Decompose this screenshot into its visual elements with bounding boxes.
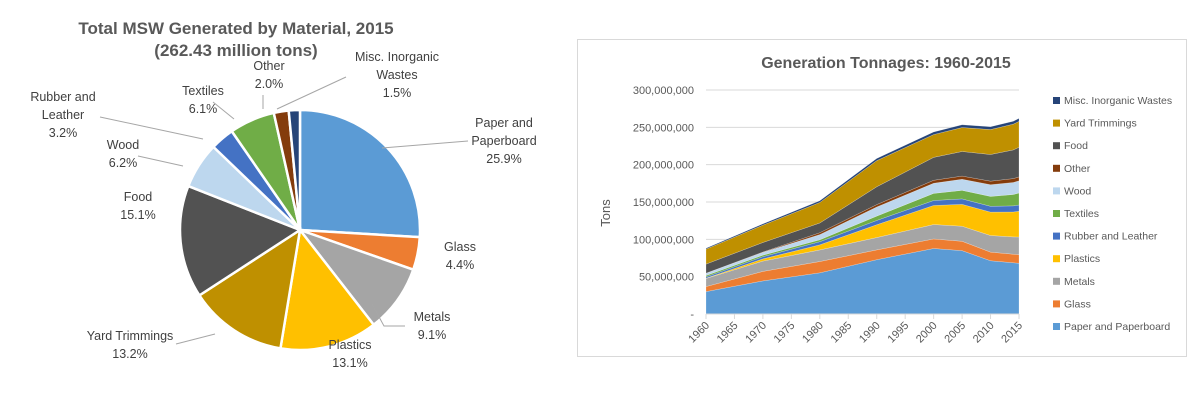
data-label-name-paper-and-paperboard: Paper and	[475, 116, 533, 130]
legend-item-yard-trimmings: Yard Trimmings	[1053, 118, 1137, 130]
y-tick-label: -	[690, 309, 694, 321]
leader-line-yard-trimmings	[175, 333, 216, 345]
legend-swatch	[1053, 255, 1060, 263]
data-label-percent-food: 15.1%	[120, 208, 155, 222]
x-tick-label: 2000	[914, 320, 940, 346]
legend-label: Yard Trimmings	[1064, 118, 1137, 130]
leader-line-misc-inorganic-wastes	[276, 76, 347, 110]
legend-swatch	[1053, 300, 1060, 308]
y-axis-label: Tons	[598, 199, 613, 227]
legend-label: Food	[1064, 140, 1088, 152]
leader-line-paper-and-paperboard	[381, 140, 469, 149]
legend-label: Wood	[1064, 185, 1091, 197]
data-label-name-other: Other	[253, 59, 284, 73]
legend-item-rubber-and-leather: Rubber and Leather	[1053, 231, 1158, 243]
leader-line-metals	[371, 303, 405, 327]
data-label-name-food: Food	[124, 190, 153, 204]
legend-swatch	[1053, 164, 1060, 172]
data-label-percent-rubber-and-leather: 3.2%	[49, 126, 78, 140]
x-tick-label: 1980	[800, 320, 826, 346]
leader-line-wood	[137, 155, 184, 167]
area-series-misc-inorganic-wastes	[705, 118, 1020, 250]
data-label-name-rubber-and-leather: Leather	[42, 108, 84, 122]
legend-label: Plastics	[1064, 253, 1100, 265]
data-label-name-plastics: Plastics	[328, 338, 371, 352]
leader-line-rubber-and-leather	[99, 116, 204, 140]
pie-chart: Total MSW Generated by Material, 2015 (2…	[30, 19, 536, 370]
data-label-percent-wood: 6.2%	[109, 156, 138, 170]
data-label-percent-paper-and-paperboard: 25.9%	[486, 152, 521, 166]
pie-chart-panel: Total MSW Generated by Material, 2015 (2…	[0, 0, 570, 400]
x-tick-label: 1995	[886, 320, 912, 346]
y-tick-label: 200,000,000	[633, 160, 694, 172]
x-tick-label: 1985	[829, 320, 855, 346]
legend-item-metals: Metals	[1053, 276, 1095, 288]
data-label-name-textiles: Textiles	[182, 84, 224, 98]
pie-slice-plastics	[279, 226, 376, 352]
legend-item-misc-inorganic-wastes: Misc. Inorganic Wastes	[1053, 95, 1172, 107]
data-label-name-rubber-and-leather: Rubber and	[30, 90, 95, 104]
legend-label: Misc. Inorganic Wastes	[1064, 95, 1172, 107]
pie-slice-paper-and-paperboard	[298, 108, 422, 239]
data-label-percent-other: 2.0%	[255, 77, 284, 91]
pie-slice-food	[178, 184, 303, 298]
y-tick-label: 50,000,000	[639, 272, 694, 284]
x-tick-label: 1975	[772, 320, 798, 346]
area-chart-title: Generation Tonnages: 1960-2015	[761, 55, 1011, 72]
data-label-percent-misc-inorganic-wastes: 1.5%	[383, 86, 412, 100]
data-label-percent-plastics: 13.1%	[332, 356, 367, 370]
area-chart-panel: Generation Tonnages: 1960-2015 Tons - 50,…	[577, 39, 1187, 357]
data-label-percent-yard-trimmings: 13.2%	[112, 347, 147, 361]
x-tick-label: 2010	[971, 320, 997, 346]
data-label-percent-glass: 4.4%	[446, 258, 475, 272]
pie-slice-yard-trimmings	[197, 227, 302, 350]
x-tick-label: 1965	[715, 320, 741, 346]
pie-chart-subtitle: (262.43 million tons)	[154, 41, 317, 60]
pie-slice-misc-inorganic-wastes	[287, 108, 302, 231]
legend-swatch	[1053, 142, 1060, 150]
data-label-name-glass: Glass	[444, 240, 476, 254]
y-tick-label: 300,000,000	[633, 85, 694, 97]
y-tick-label: 250,000,000	[633, 122, 694, 134]
y-tick-label: 150,000,000	[633, 197, 694, 209]
legend-swatch	[1053, 119, 1060, 127]
legend-label: Rubber and Leather	[1064, 231, 1158, 243]
legend-item-food: Food	[1053, 140, 1088, 152]
legend-swatch	[1053, 210, 1060, 217]
legend-label: Glass	[1064, 298, 1091, 310]
x-tick-label: 1990	[857, 320, 883, 346]
data-label-name-metals: Metals	[414, 310, 451, 324]
legend-label: Textiles	[1064, 208, 1099, 220]
legend-swatch	[1053, 277, 1060, 285]
legend-item-wood: Wood	[1053, 185, 1091, 197]
data-label-percent-metals: 9.1%	[418, 328, 447, 342]
data-label-name-misc-inorganic-wastes: Wastes	[376, 68, 417, 82]
legend-item-paper-and-paperboard: Paper and Paperboard	[1053, 321, 1170, 333]
legend-swatch	[1053, 187, 1060, 195]
legend-item-other: Other	[1053, 163, 1091, 175]
y-tick-label: 100,000,000	[633, 234, 694, 246]
legend-item-textiles: Textiles	[1053, 208, 1099, 220]
pie-chart-title: Total MSW Generated by Material, 2015	[78, 19, 393, 38]
data-label-name-wood: Wood	[107, 138, 139, 152]
x-tick-label: 1960	[686, 320, 712, 346]
legend-label: Paper and Paperboard	[1064, 321, 1170, 333]
legend-swatch	[1053, 323, 1060, 330]
x-tick-label: 2015	[999, 320, 1025, 346]
x-tick-label: 2005	[942, 320, 968, 346]
data-label-name-misc-inorganic-wastes: Misc. Inorganic	[355, 50, 439, 64]
data-label-name-paper-and-paperboard: Paperboard	[471, 134, 536, 148]
legend-swatch	[1053, 97, 1060, 104]
legend-label: Other	[1064, 163, 1091, 175]
area-chart: Generation Tonnages: 1960-2015 Tons - 50,…	[598, 55, 1172, 346]
leader-line-textiles	[212, 101, 235, 120]
data-label-name-yard-trimmings: Yard Trimmings	[87, 329, 174, 343]
data-label-percent-textiles: 6.1%	[189, 102, 218, 116]
legend-item-glass: Glass	[1053, 298, 1091, 310]
legend-item-plastics: Plastics	[1053, 253, 1100, 265]
legend-label: Metals	[1064, 276, 1095, 288]
legend-swatch	[1053, 232, 1060, 240]
x-tick-label: 1970	[743, 320, 769, 346]
